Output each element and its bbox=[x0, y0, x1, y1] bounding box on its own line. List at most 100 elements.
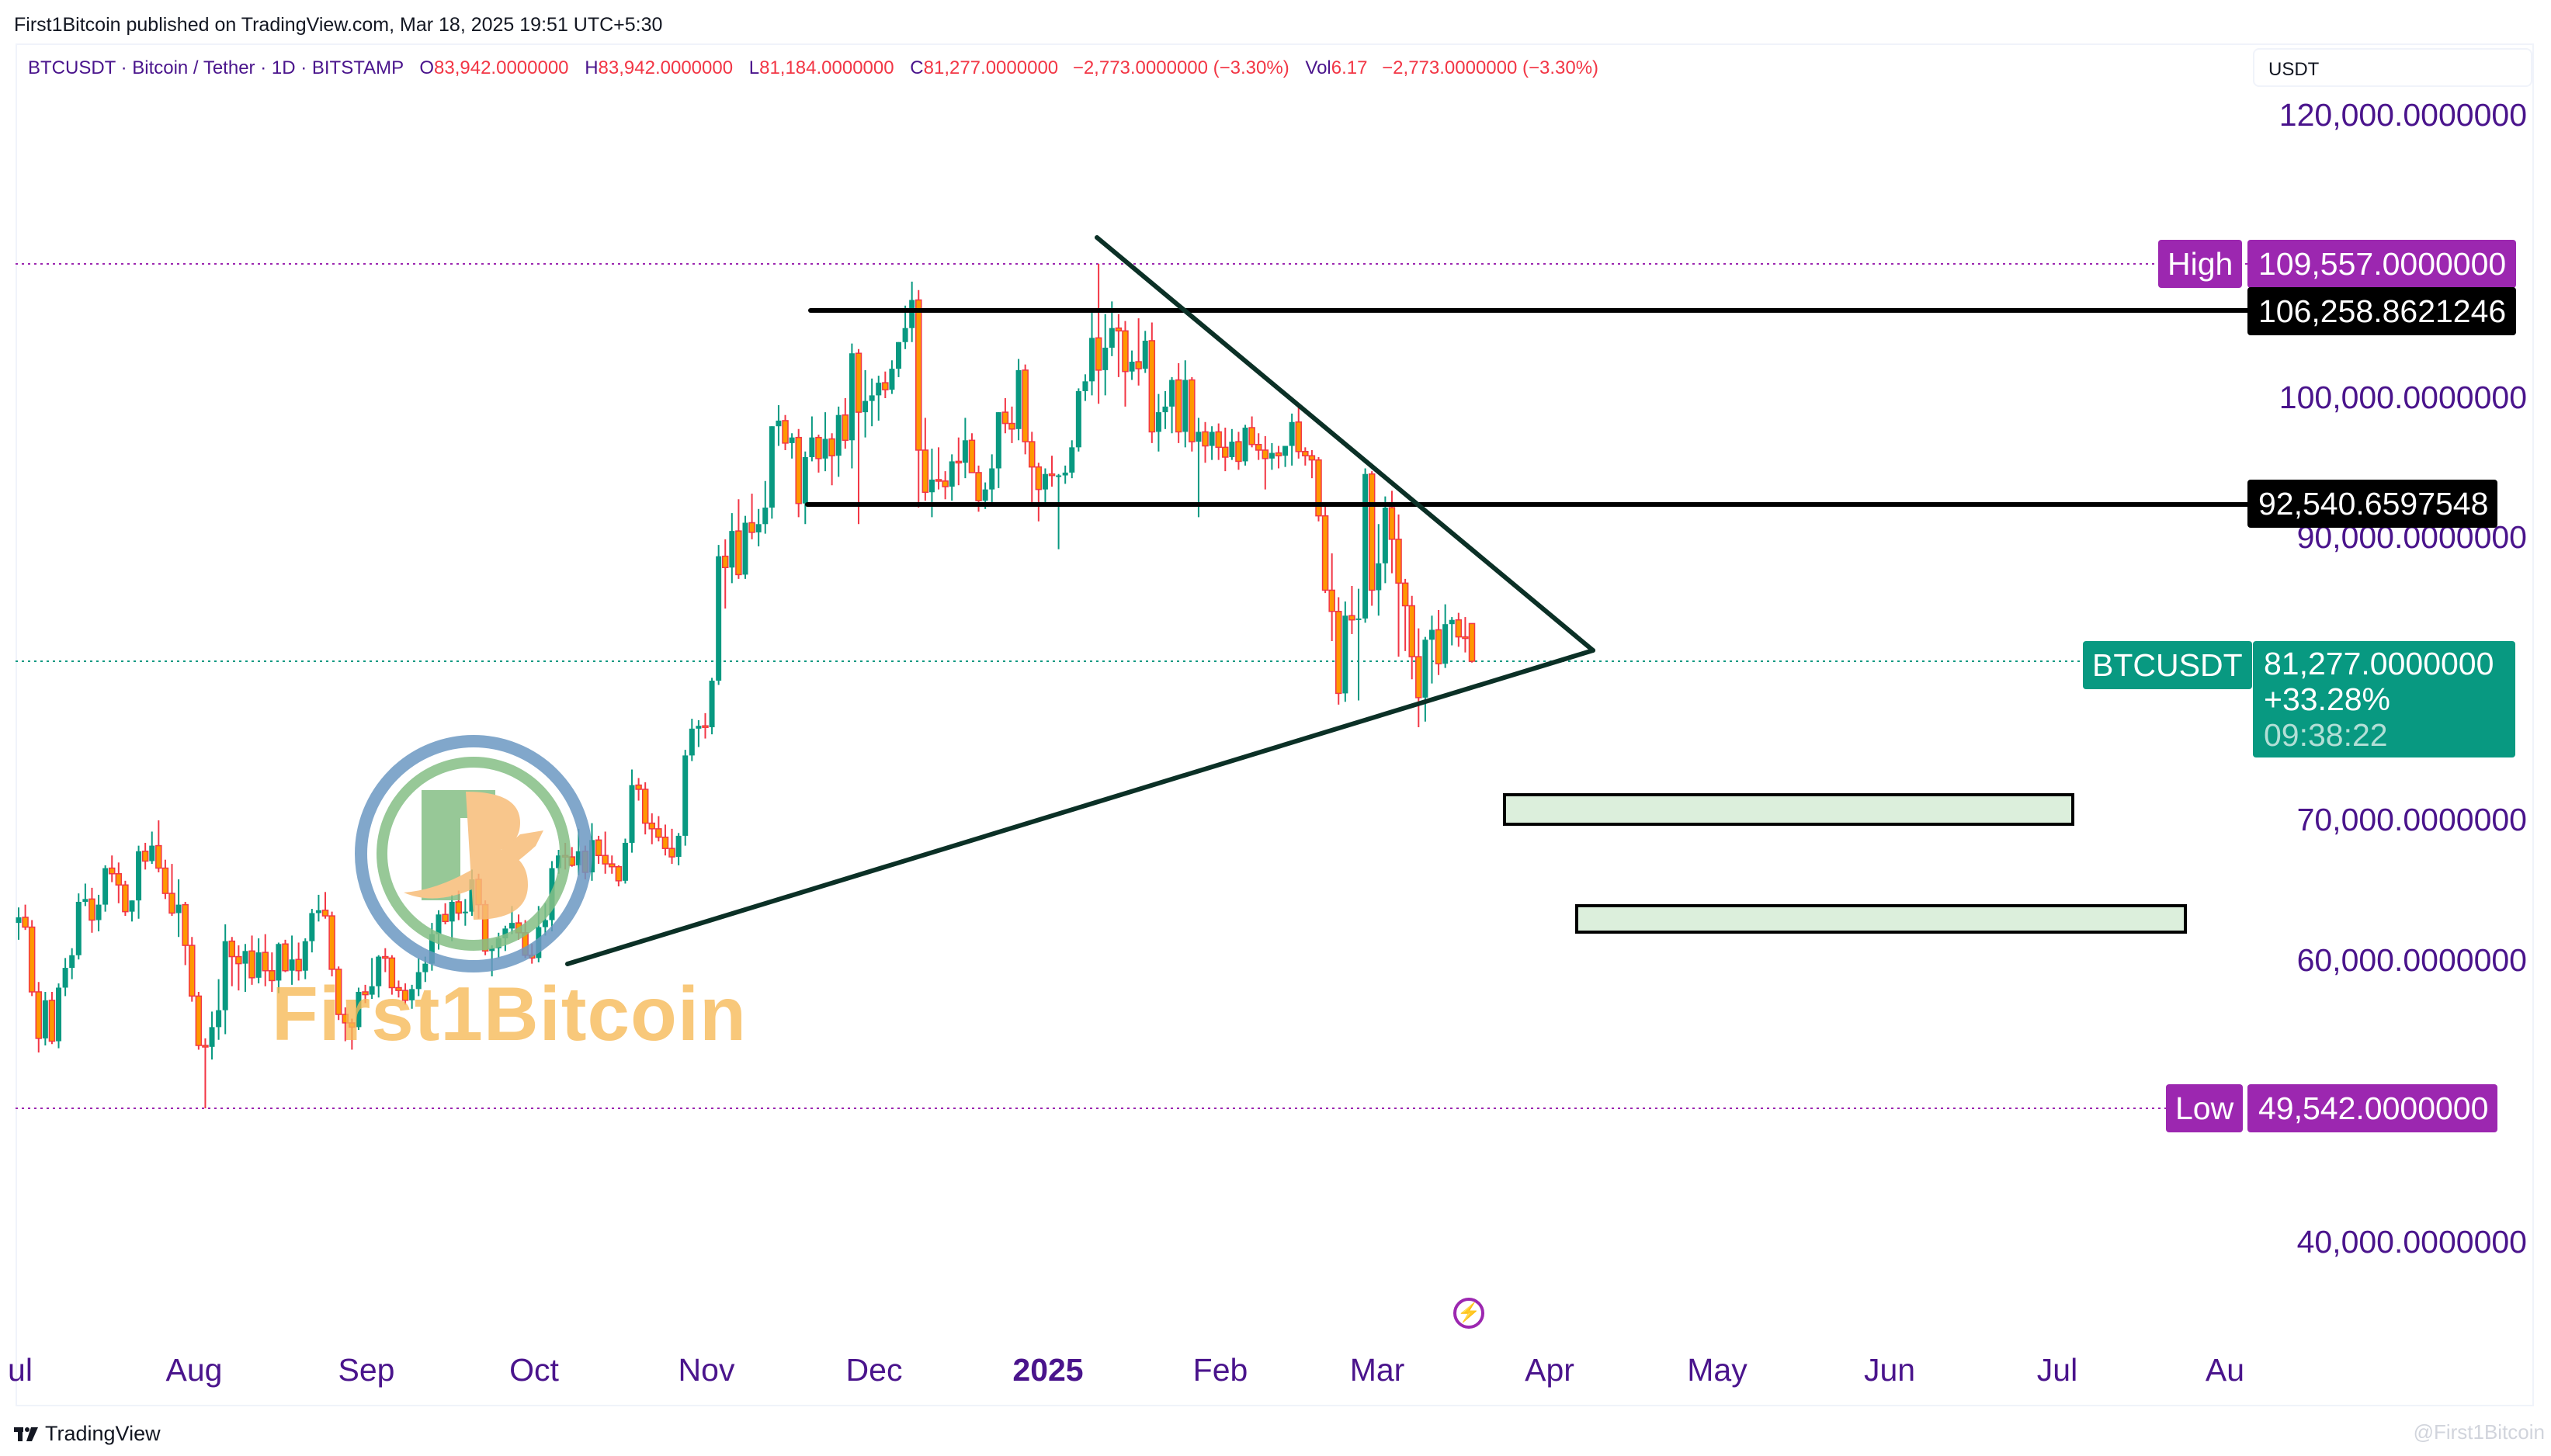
candle-down bbox=[1348, 615, 1355, 621]
candle-down bbox=[155, 844, 162, 869]
candle-up bbox=[289, 959, 295, 971]
candle-up bbox=[909, 300, 915, 328]
candle-down bbox=[661, 836, 669, 849]
candle-up bbox=[1042, 473, 1048, 490]
candle-up bbox=[136, 851, 142, 901]
candle-up bbox=[1362, 473, 1369, 619]
candle-down bbox=[842, 414, 849, 442]
candle-up bbox=[1075, 390, 1081, 448]
candle-up bbox=[1428, 629, 1435, 640]
time-tick-label: May bbox=[1687, 1352, 1748, 1388]
candle-up bbox=[209, 1027, 215, 1047]
candle-up bbox=[1129, 362, 1135, 372]
candle-up bbox=[62, 968, 68, 988]
volume-value: 6.17 bbox=[1331, 57, 1368, 78]
demand-zone-1[interactable] bbox=[1503, 793, 2074, 826]
candle-up bbox=[896, 341, 902, 369]
candle-up bbox=[309, 913, 315, 941]
candle-down bbox=[295, 959, 302, 972]
candle-up bbox=[709, 681, 715, 728]
high-marker-value: 109,557.0000000 bbox=[2247, 240, 2516, 288]
candle-up bbox=[982, 489, 988, 501]
candle-up bbox=[542, 920, 548, 927]
candle-down bbox=[1255, 443, 1262, 451]
chart-frame bbox=[16, 43, 2534, 1406]
candle-down bbox=[735, 530, 742, 576]
ascending-trendline[interactable] bbox=[565, 648, 1595, 966]
candle-down bbox=[609, 863, 616, 868]
candle-up bbox=[742, 522, 748, 575]
candle-up bbox=[876, 383, 882, 396]
candle-up bbox=[42, 1000, 48, 1038]
high-label: H bbox=[585, 57, 599, 78]
candle-down bbox=[202, 1045, 209, 1048]
candle-up bbox=[1169, 380, 1175, 407]
candle-down bbox=[89, 898, 95, 921]
resistance-price-tag: 106,258.8621246 bbox=[2247, 287, 2516, 335]
candle-down bbox=[122, 884, 129, 913]
candle-down bbox=[388, 957, 396, 989]
price-tick-label: 60,000.0000000 bbox=[2296, 942, 2527, 978]
candle-down bbox=[1435, 629, 1442, 664]
currency-selector[interactable]: USDT bbox=[2253, 48, 2532, 87]
time-tick-label: Dec bbox=[845, 1352, 903, 1388]
candle-up bbox=[762, 508, 769, 525]
volume-change-value: −2,773.0000000 (−3.30%) bbox=[1382, 57, 1599, 78]
change-value: −2,773.0000000 (−3.30%) bbox=[1072, 57, 1289, 78]
candle-down bbox=[668, 848, 675, 858]
descending-trendline[interactable] bbox=[1095, 235, 1595, 653]
candle-down bbox=[28, 926, 36, 993]
open-label: O bbox=[419, 57, 435, 78]
candle-down bbox=[189, 945, 196, 997]
candle-down bbox=[855, 352, 862, 413]
candle-up bbox=[502, 928, 508, 939]
candle-up bbox=[1442, 624, 1449, 664]
candle-up bbox=[556, 855, 562, 868]
candle-up bbox=[1155, 412, 1161, 432]
candle-down bbox=[395, 986, 402, 991]
candle-down bbox=[655, 828, 662, 838]
candle-down bbox=[182, 903, 189, 946]
candle-down bbox=[935, 479, 942, 482]
candle-up bbox=[835, 414, 842, 456]
time-tick-label: Mar bbox=[1349, 1352, 1405, 1388]
candle-up bbox=[489, 948, 495, 952]
candle-down bbox=[328, 915, 335, 970]
high-marker-name: High bbox=[2158, 240, 2243, 288]
candle-up bbox=[729, 531, 735, 568]
candle-up bbox=[16, 917, 22, 924]
candle-down bbox=[161, 867, 169, 894]
candle-up bbox=[995, 412, 1001, 469]
candle-up bbox=[415, 972, 422, 990]
current-symbol-tag: BTCUSDT bbox=[2083, 641, 2252, 689]
candle-up bbox=[462, 911, 468, 913]
candle-up bbox=[809, 437, 815, 458]
candle-up bbox=[1376, 563, 1382, 591]
candle-up bbox=[862, 400, 869, 413]
candle-down bbox=[1468, 622, 1476, 662]
candle-down bbox=[828, 438, 835, 456]
time-tick-label: Au bbox=[2205, 1352, 2245, 1388]
candle-down bbox=[648, 822, 656, 830]
open-value: 83,942.0000000 bbox=[434, 57, 569, 78]
candle-up bbox=[696, 726, 702, 729]
demand-zone-2[interactable] bbox=[1575, 904, 2187, 934]
candle-up bbox=[1082, 381, 1088, 391]
price-tick-label: 40,000.0000000 bbox=[2296, 1224, 2527, 1260]
candle-up bbox=[216, 1010, 222, 1028]
candle-down bbox=[1328, 589, 1335, 612]
candle-down bbox=[721, 555, 729, 569]
lightning-icon[interactable]: ⚡ bbox=[1453, 1298, 1484, 1329]
candle-down bbox=[1235, 441, 1242, 463]
candle-down bbox=[702, 725, 709, 728]
time-tick-label: Jul bbox=[2036, 1352, 2078, 1388]
time-tick-label: Oct bbox=[509, 1352, 559, 1388]
tradingview-logo[interactable]: TradingView bbox=[14, 1422, 161, 1446]
symbol-description[interactable]: BTCUSDT · Bitcoin / Tether · 1D · BITSTA… bbox=[28, 57, 404, 78]
candle-down bbox=[748, 522, 755, 533]
candle-up bbox=[1242, 428, 1248, 462]
candle-up bbox=[255, 952, 262, 978]
high-value: 83,942.0000000 bbox=[598, 57, 734, 78]
candle-up bbox=[962, 440, 968, 463]
